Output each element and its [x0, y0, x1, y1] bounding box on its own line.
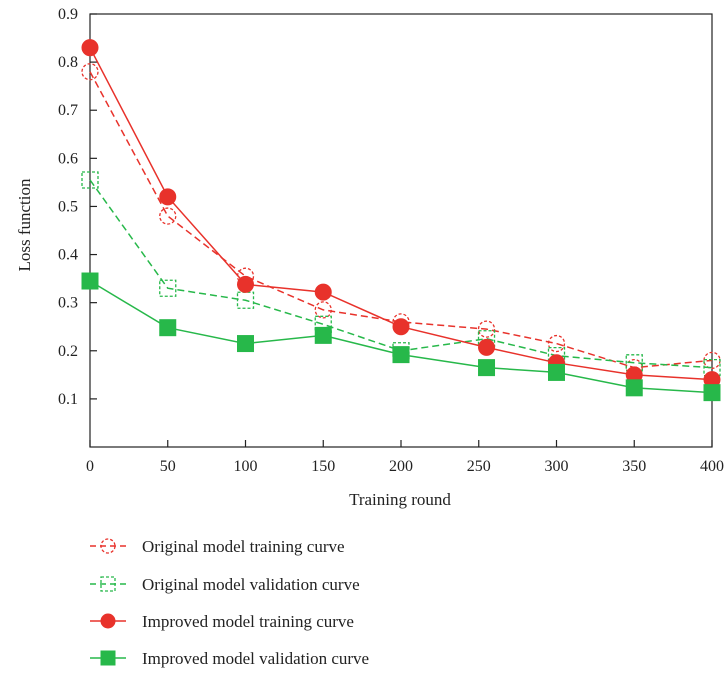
data-point	[100, 576, 116, 592]
data-point	[159, 188, 177, 206]
series-line	[89, 280, 713, 394]
x-tick-label: 350	[622, 458, 646, 475]
legend-item-improved-training: Improved model training curve	[90, 612, 354, 631]
legend-item-original-training: Original model training curve	[90, 537, 345, 556]
data-point	[100, 613, 116, 629]
x-tick-label: 400	[700, 458, 724, 475]
data-point	[314, 283, 332, 301]
y-tick-label: 0.9	[58, 6, 78, 23]
x-tick-label: 200	[389, 458, 413, 475]
legend-label: Improved model validation curve	[142, 649, 369, 668]
x-tick-label: 50	[160, 458, 176, 475]
data-point	[81, 39, 99, 57]
legend-label: Original model validation curve	[142, 575, 360, 594]
legend-item-original-validation: Original model validation curve	[90, 575, 360, 594]
data-point	[478, 359, 496, 377]
y-tick-label: 0.3	[58, 295, 78, 312]
data-point	[547, 334, 566, 353]
series-3	[81, 272, 721, 402]
y-tick-label: 0.7	[58, 102, 78, 119]
legend-symbol	[90, 576, 126, 592]
x-tick-label: 250	[467, 458, 491, 475]
y-axis-label: Loss function	[15, 178, 34, 272]
x-axis-label: Training round	[349, 490, 451, 509]
data-point	[237, 335, 254, 353]
data-point	[81, 272, 99, 290]
y-tick-label: 0.4	[58, 247, 78, 264]
data-point	[392, 318, 410, 336]
data-point	[81, 63, 99, 81]
series-line	[89, 179, 713, 369]
data-point	[100, 650, 116, 666]
series-1	[81, 171, 721, 377]
plot-area	[89, 13, 713, 448]
legend-label: Improved model training curve	[142, 612, 354, 631]
y-tick-label: 0.1	[58, 391, 78, 408]
data-point	[81, 171, 99, 189]
data-point	[392, 346, 410, 364]
data-point	[314, 326, 332, 344]
legend-symbol	[90, 650, 126, 666]
x-tick-label: 150	[311, 458, 335, 475]
data-point	[237, 275, 254, 293]
data-point	[159, 319, 177, 337]
axis-labels: Training round Loss function	[15, 178, 451, 509]
legend-label: Original model training curve	[142, 537, 345, 556]
data-point	[314, 301, 332, 319]
y-tick-label: 0.5	[58, 198, 78, 215]
legend-symbol	[90, 538, 126, 554]
x-tick-label: 0	[86, 458, 94, 475]
x-tick-label: 300	[545, 458, 569, 475]
y-tick-label: 0.6	[58, 150, 78, 167]
series-2	[81, 39, 721, 389]
legend-item-improved-validation: Improved model validation curve	[90, 649, 369, 668]
legend: Original model training curve Original m…	[90, 537, 369, 668]
y-tick-label: 0.8	[58, 54, 78, 71]
data-point	[548, 363, 565, 381]
data-point	[100, 538, 116, 554]
series-layer	[81, 39, 721, 402]
plot-frame	[89, 13, 713, 448]
data-point	[703, 384, 721, 402]
x-tick-label: 100	[234, 458, 258, 475]
y-tick-label: 0.2	[58, 343, 78, 360]
data-point	[625, 379, 643, 397]
axes: 0 50 100 150 200 250 300 350 400 0.1 0.2 0.3 0.4 0.5 0…	[58, 6, 724, 475]
data-point	[159, 207, 177, 225]
data-point	[159, 279, 177, 297]
data-point	[477, 320, 496, 338]
data-point	[478, 338, 496, 356]
legend-symbol	[90, 613, 126, 629]
